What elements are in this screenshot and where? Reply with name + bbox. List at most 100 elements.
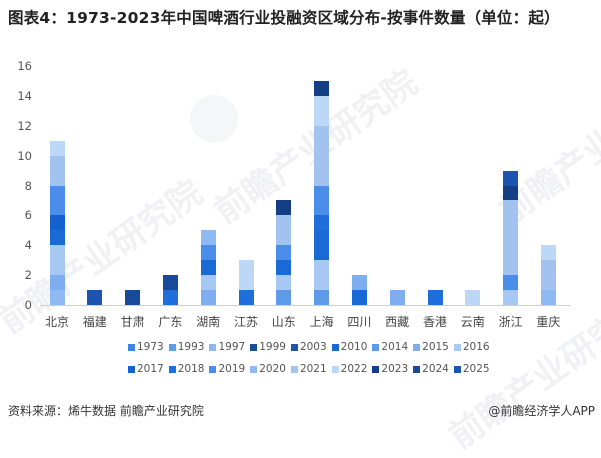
bar-江苏[interactable] [238, 260, 254, 305]
bar-segment-2022[interactable] [49, 140, 65, 156]
bar-山东[interactable] [276, 200, 292, 305]
bar-segment-2016[interactable] [49, 245, 65, 276]
bar-广东[interactable] [162, 275, 178, 305]
legend-swatch-icon [128, 365, 135, 373]
bar-segment-2022[interactable] [540, 245, 556, 261]
legend-item-1973[interactable]: 1973 [128, 341, 164, 353]
legend-swatch-icon [372, 343, 380, 351]
bar-segment-2022[interactable] [314, 95, 330, 126]
bar-segment-2019[interactable] [49, 185, 65, 216]
bar-湖南[interactable] [200, 230, 216, 305]
bar-segment-2021[interactable] [276, 215, 292, 246]
bar-segment-2025[interactable] [87, 290, 103, 305]
legend-label: 2025 [462, 363, 490, 375]
legend-item-2016[interactable]: 2016 [453, 341, 490, 353]
bar-四川[interactable] [351, 275, 367, 305]
legend-label: 2014 [381, 341, 409, 353]
bar-segment-2019[interactable] [314, 185, 330, 216]
bar-segment-2018[interactable] [238, 290, 254, 305]
bar-上海[interactable] [314, 80, 330, 305]
bar-segment-2021[interactable] [49, 155, 65, 186]
bar-segment-2021[interactable] [503, 200, 519, 276]
bar-西藏[interactable] [389, 290, 405, 305]
bar-香港[interactable] [427, 290, 443, 305]
bar-浙江[interactable] [503, 170, 519, 305]
x-tick-label: 浙江 [498, 315, 523, 329]
bar-segment-2022[interactable] [238, 260, 254, 291]
bar-segment-2016[interactable] [200, 275, 216, 291]
legend-row: 2017 2018 2019 2020 2021 2022 2023 2024 2025 [128, 363, 490, 375]
legend-item-2021[interactable]: 2021 [290, 363, 327, 375]
bar-segment-2015[interactable] [389, 290, 405, 305]
bar-segment-2020[interactable] [200, 230, 216, 246]
legend-label: 1999 [259, 341, 286, 353]
bar-segment-2023[interactable] [314, 80, 330, 96]
legend-item-2010[interactable]: 2010 [331, 341, 367, 353]
legend-label: 2003 [299, 341, 327, 353]
bar-segment-2014[interactable] [314, 290, 330, 305]
legend-item-2017[interactable]: 2017 [128, 363, 164, 375]
bar-segment-2024[interactable] [125, 290, 141, 305]
bar-segment-2010[interactable] [351, 290, 367, 305]
bar-福建[interactable] [87, 290, 103, 305]
legend-item-2022[interactable]: 2022 [331, 363, 367, 375]
y-tick-label: 14 [17, 88, 32, 103]
bar-segment-2018[interactable] [162, 290, 178, 305]
legend-item-2025[interactable]: 2025 [453, 363, 490, 375]
legend-item-1993[interactable]: 1993 [168, 341, 204, 353]
bar-北京[interactable] [49, 140, 65, 305]
bar-segment-2016[interactable] [276, 275, 292, 291]
bar-segment-2021[interactable] [314, 125, 330, 186]
legend-item-2023[interactable]: 2023 [372, 363, 408, 375]
chart-title: 图表4：1973-2023年中国啤酒行业投融资区域分布-按事件数量（单位：起） [8, 9, 560, 27]
bar-segment-2019[interactable] [276, 245, 292, 261]
bar-segment-2025[interactable] [503, 170, 519, 186]
bar-segment-2020[interactable] [49, 290, 65, 305]
legend-swatch-icon [128, 343, 135, 351]
y-tick-label: 0 [24, 298, 32, 312]
legend-item-2014[interactable]: 2014 [372, 341, 408, 353]
legend-label: 2019 [218, 363, 246, 375]
legend-item-2015[interactable]: 2015 [413, 341, 449, 353]
x-tick-label: 云南 [460, 315, 485, 329]
x-tick-label: 香港 [422, 315, 448, 329]
bar-segment-2023[interactable] [503, 185, 519, 201]
x-tick-label: 福建 [82, 315, 107, 329]
bar-segment-2020[interactable] [540, 290, 556, 305]
y-tick-label: 10 [17, 148, 32, 163]
bar-甘肃[interactable] [125, 290, 141, 305]
bar-segment-2023[interactable] [276, 200, 292, 216]
legend-item-2003[interactable]: 2003 [290, 341, 327, 353]
bar-segment-2019[interactable] [503, 275, 519, 291]
bar-云南[interactable] [465, 290, 481, 305]
bar-segment-2018[interactable] [314, 215, 330, 231]
bar-segment-2022[interactable] [465, 290, 481, 305]
bar-重庆[interactable] [540, 245, 556, 305]
bar-segment-2010[interactable] [49, 230, 65, 246]
bar-segment-2010[interactable] [276, 260, 292, 276]
bar-segment-2021[interactable] [540, 260, 556, 291]
bar-segment-2010[interactable] [314, 230, 330, 261]
bar-segment-2010[interactable] [200, 260, 216, 276]
bar-segment-2024[interactable] [162, 275, 178, 291]
legend-item-1997[interactable]: 1997 [209, 341, 245, 353]
bar-segment-2015[interactable] [200, 290, 216, 305]
bar-segment-2019[interactable] [200, 245, 216, 261]
x-tick-label: 广东 [158, 315, 183, 329]
legend-item-2018[interactable]: 2018 [168, 363, 204, 375]
legend-item-2019[interactable]: 2019 [209, 363, 245, 375]
bar-segment-2016[interactable] [314, 260, 330, 291]
bar-segment-2015[interactable] [351, 275, 367, 291]
bar-segment-2014[interactable] [276, 290, 292, 305]
bar-segment-2015[interactable] [49, 275, 65, 291]
y-tick-label: 12 [17, 118, 32, 133]
legend-swatch-icon [290, 365, 298, 373]
legend-item-2024[interactable]: 2024 [413, 363, 449, 375]
legend-swatch-icon [453, 365, 461, 373]
x-tick-label: 重庆 [536, 315, 561, 329]
bar-segment-2018[interactable] [427, 290, 443, 305]
bar-segment-2017[interactable] [49, 215, 65, 231]
bar-segment-2016[interactable] [503, 290, 519, 305]
legend-item-2020[interactable]: 2020 [250, 363, 286, 375]
legend-item-1999[interactable]: 1999 [250, 341, 286, 353]
